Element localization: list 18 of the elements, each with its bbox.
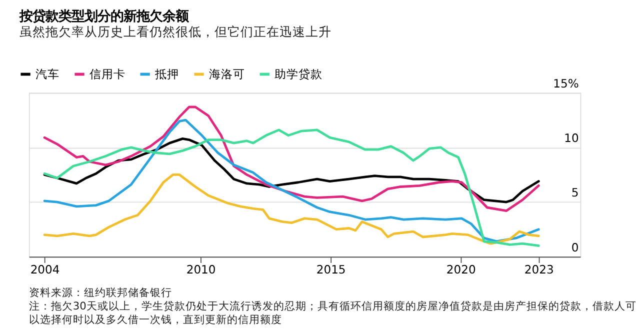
text: 注：拖欠30天或以上，学生贷款仍处于大流行诱发的忍期；具有循环信用额度的房屋净值贷款是由房产担保的贷款，借款人可以选择何时以及多久借一次钱，直到更新的信用额度 [28,300,636,326]
legend-label: 汽车 [36,67,60,82]
y-tick-label: 10 [564,131,579,146]
chart-subtitle: 虽然拖欠率从历史上看仍然很低，但它们正在迅速上升 [19,24,332,39]
legend-label: 海洛可 [209,67,246,82]
chart-title: 按贷款类型划分的新拖欠余额 [18,8,190,25]
text: 资料来源：纽约联邦储备银行 [28,286,172,300]
y-tick-label: 5 [571,186,579,200]
x-tick-label: 2010 [186,262,216,277]
x-tick-label: 2020 [446,262,476,277]
legend-label: 信用卡 [90,67,126,82]
legend-label: 助学贷款 [274,67,323,82]
x-tick-label: 2004 [30,262,60,277]
x-tick-label: 2023 [524,262,554,277]
legend-label: 抵押 [154,67,180,82]
x-tick-label: 2015 [316,262,346,277]
y-tick-label: 15% [553,76,579,90]
y-tick-label: 0 [571,240,579,254]
